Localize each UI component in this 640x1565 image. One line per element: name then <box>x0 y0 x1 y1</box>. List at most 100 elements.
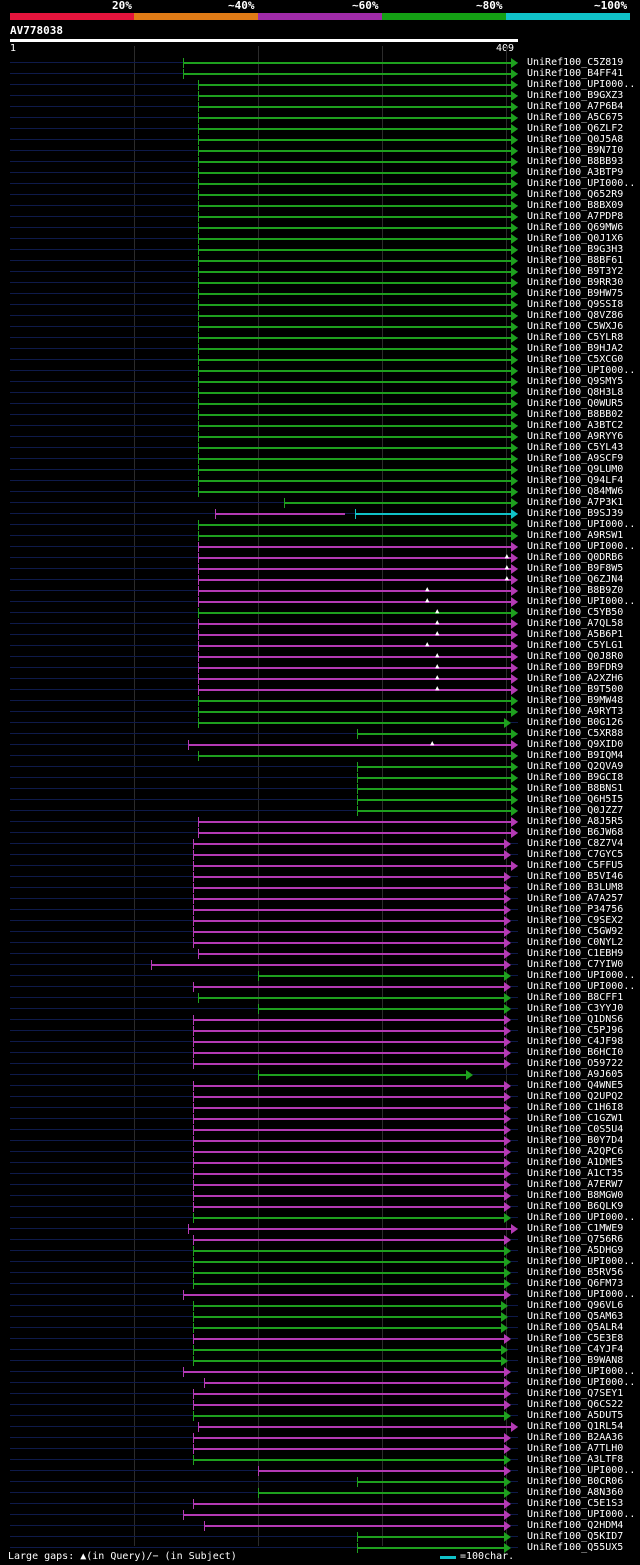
hit-label[interactable]: UniRef100_Q2UPQ2 <box>527 1091 624 1102</box>
hit-row[interactable]: UniRef100_A9RSW1 <box>0 530 640 541</box>
hit-row[interactable]: UniRef100_P34756 <box>0 904 640 915</box>
hit-row[interactable]: UniRef100_Q6CS22 <box>0 1399 640 1410</box>
hit-label[interactable]: UniRef100_Q84MW6 <box>527 486 624 497</box>
hit-row[interactable]: UniRef100_B8BB93 <box>0 156 640 167</box>
hit-label[interactable]: UniRef100_C7YIW0 <box>527 959 624 970</box>
hit-row[interactable]: UniRef100_UPI000.. <box>0 79 640 90</box>
hit-label[interactable]: UniRef100_B0G126 <box>527 717 624 728</box>
hit-row[interactable]: ▲ UniRef100_Q0DRB6 <box>0 552 640 563</box>
hit-label[interactable]: UniRef100_C0S5U4 <box>527 1124 624 1135</box>
hit-label[interactable]: UniRef100_B8CFF1 <box>527 992 624 1003</box>
hit-label[interactable]: UniRef100_B2AA36 <box>527 1432 624 1443</box>
hit-label[interactable]: UniRef100_B6JW68 <box>527 827 624 838</box>
hit-label[interactable]: UniRef100_Q8VZ86 <box>527 310 624 321</box>
hit-row[interactable]: UniRef100_Q4WNE5 <box>0 1080 640 1091</box>
hit-label[interactable]: UniRef100_B9G3H3 <box>527 244 624 255</box>
hit-label[interactable]: UniRef100_B8BB02 <box>527 409 624 420</box>
hit-label[interactable]: UniRef100_A9RYY6 <box>527 431 624 442</box>
hit-label[interactable]: UniRef100_Q5KID7 <box>527 1531 624 1542</box>
hit-label[interactable]: UniRef100_B9WAN8 <box>527 1355 624 1366</box>
hit-label[interactable]: UniRef100_B9GXZ3 <box>527 90 624 101</box>
hit-row[interactable]: UniRef100_A9SCF9 <box>0 453 640 464</box>
hit-label[interactable]: UniRef100_C5YLR8 <box>527 332 624 343</box>
hit-label[interactable]: UniRef100_B8BF61 <box>527 255 624 266</box>
hit-row[interactable]: UniRef100_Q96VL6 <box>0 1300 640 1311</box>
hit-label[interactable]: UniRef100_UPI000.. <box>527 1289 636 1300</box>
hit-row[interactable]: UniRef100_C1EBH9 <box>0 948 640 959</box>
hit-label[interactable]: UniRef100_A9SCF9 <box>527 453 624 464</box>
hit-row[interactable]: UniRef100_A1CT35 <box>0 1168 640 1179</box>
hit-row[interactable]: UniRef100_UPI000.. <box>0 1289 640 1300</box>
hit-label[interactable]: UniRef100_Q6H5I5 <box>527 794 624 805</box>
hit-label[interactable]: UniRef100_Q55UX5 <box>527 1542 624 1553</box>
hit-row[interactable]: UniRef100_UPI000.. <box>0 1256 640 1267</box>
hit-row[interactable]: ▲ UniRef100_B9T500 <box>0 684 640 695</box>
hit-row[interactable]: UniRef100_A5DHG9 <box>0 1245 640 1256</box>
hit-row[interactable]: UniRef100_A7ERW7 <box>0 1179 640 1190</box>
hit-label[interactable]: UniRef100_A2QPC6 <box>527 1146 624 1157</box>
hit-row[interactable]: ▲ UniRef100_B9FDR9 <box>0 662 640 673</box>
hit-row[interactable]: UniRef100_B0Y7D4 <box>0 1135 640 1146</box>
hit-label[interactable]: UniRef100_A1DME5 <box>527 1157 624 1168</box>
hit-row[interactable]: UniRef100_Q6ZLF2 <box>0 123 640 134</box>
hit-row[interactable]: UniRef100_B2AA36 <box>0 1432 640 1443</box>
hit-label[interactable]: UniRef100_O59722 <box>527 1058 624 1069</box>
hit-row[interactable]: UniRef100_A2QPC6 <box>0 1146 640 1157</box>
hit-label[interactable]: UniRef100_UPI000.. <box>527 541 636 552</box>
hit-label[interactable]: UniRef100_B8BB93 <box>527 156 624 167</box>
hit-row[interactable]: UniRef100_A5DUT5 <box>0 1410 640 1421</box>
hit-row[interactable]: UniRef100_Q84MW6 <box>0 486 640 497</box>
hit-row[interactable]: UniRef100_C0S5U4 <box>0 1124 640 1135</box>
hit-label[interactable]: UniRef100_B9T3Y2 <box>527 266 624 277</box>
hit-row[interactable]: UniRef100_C5PJ96 <box>0 1025 640 1036</box>
hit-row[interactable]: UniRef100_B8BB02 <box>0 409 640 420</box>
hit-label[interactable]: UniRef100_UPI000.. <box>527 1465 636 1476</box>
hit-row[interactable]: UniRef100_A3BTC2 <box>0 420 640 431</box>
hit-label[interactable]: UniRef100_B9T500 <box>527 684 624 695</box>
hit-label[interactable]: UniRef100_UPI000.. <box>527 1509 636 1520</box>
hit-label[interactable]: UniRef100_Q2HDM4 <box>527 1520 624 1531</box>
hit-row[interactable]: UniRef100_Q9SMY5 <box>0 376 640 387</box>
hit-row[interactable]: UniRef100_C8Z7V4 <box>0 838 640 849</box>
hit-row[interactable]: UniRef100_C5Z819 <box>0 57 640 68</box>
hit-row[interactable]: UniRef100_UPI000.. <box>0 1366 640 1377</box>
hit-row[interactable]: UniRef100_A7TLH0 <box>0 1443 640 1454</box>
hit-row[interactable]: UniRef100_C1MWE9 <box>0 1223 640 1234</box>
hit-row[interactable]: ▲ UniRef100_A2XZH6 <box>0 673 640 684</box>
hit-row[interactable]: UniRef100_B9N7I0 <box>0 145 640 156</box>
hit-row[interactable]: ▲ UniRef100_C5YLG1 <box>0 640 640 651</box>
hit-row[interactable]: UniRef100_Q6H5I5 <box>0 794 640 805</box>
hit-row[interactable]: UniRef100_Q8H3L8 <box>0 387 640 398</box>
hit-label[interactable]: UniRef100_Q5ALR4 <box>527 1322 624 1333</box>
hit-row[interactable]: UniRef100_B5VI46 <box>0 871 640 882</box>
hit-row[interactable]: UniRef100_B9GXZ3 <box>0 90 640 101</box>
hit-row[interactable]: ▲ UniRef100_A7QL58 <box>0 618 640 629</box>
hit-row[interactable]: ▲ UniRef100_UPI000.. <box>0 596 640 607</box>
hit-row[interactable]: UniRef100_C9SEX2 <box>0 915 640 926</box>
hit-label[interactable]: UniRef100_C4YJF4 <box>527 1344 624 1355</box>
hit-row[interactable]: UniRef100_C5GW92 <box>0 926 640 937</box>
hit-label[interactable]: UniRef100_Q9SMY5 <box>527 376 624 387</box>
hit-row[interactable]: UniRef100_Q652R9 <box>0 189 640 200</box>
hit-row[interactable]: UniRef100_A9J605 <box>0 1069 640 1080</box>
hit-row[interactable]: UniRef100_Q2QVA9 <box>0 761 640 772</box>
hit-label[interactable]: UniRef100_A7P6B4 <box>527 101 624 112</box>
hit-label[interactable]: UniRef100_Q69MW6 <box>527 222 624 233</box>
hit-row[interactable]: UniRef100_Q1DNS6 <box>0 1014 640 1025</box>
hit-label[interactable]: UniRef100_C5XCG0 <box>527 354 624 365</box>
hit-label[interactable]: UniRef100_C5E1S3 <box>527 1498 624 1509</box>
hit-row[interactable]: UniRef100_Q8VZ86 <box>0 310 640 321</box>
hit-label[interactable]: UniRef100_B8BX09 <box>527 200 624 211</box>
hit-row[interactable]: ▲ UniRef100_B8B9Z0 <box>0 585 640 596</box>
hit-label[interactable]: UniRef100_UPI000.. <box>527 178 636 189</box>
hit-label[interactable]: UniRef100_B9HJA2 <box>527 343 624 354</box>
hit-label[interactable]: UniRef100_Q96VL6 <box>527 1300 624 1311</box>
hit-label[interactable]: UniRef100_UPI000.. <box>527 981 636 992</box>
hit-label[interactable]: UniRef100_Q0J5A8 <box>527 134 624 145</box>
hit-label[interactable]: UniRef100_B0Y7D4 <box>527 1135 624 1146</box>
hit-row[interactable]: UniRef100_C5YLR8 <box>0 332 640 343</box>
hit-row[interactable]: UniRef100_B6QLK9 <box>0 1201 640 1212</box>
hit-label[interactable]: UniRef100_Q0J8R0 <box>527 651 624 662</box>
hit-label[interactable]: UniRef100_UPI000.. <box>527 365 636 376</box>
hit-row[interactable]: UniRef100_B8BX09 <box>0 200 640 211</box>
